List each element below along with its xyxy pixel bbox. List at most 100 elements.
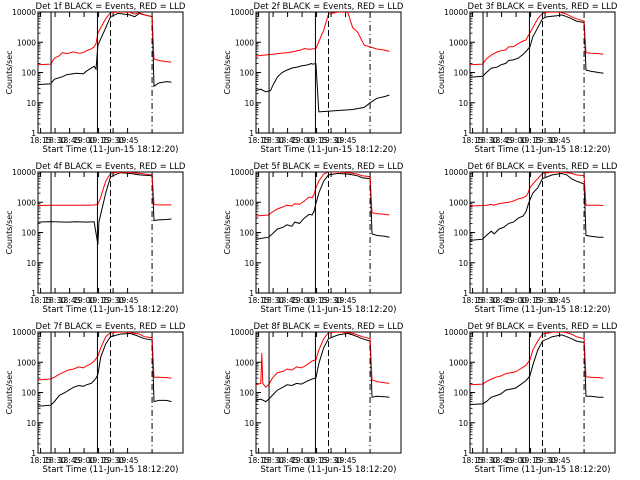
panel-title: Det 4f BLACK = Events, RED = LLD xyxy=(36,162,186,172)
y-tick-label: 10 xyxy=(244,99,254,108)
y-tick-label: 10000 xyxy=(444,168,468,177)
events-series-line xyxy=(38,332,172,407)
x-tick-label: 19:45 xyxy=(117,296,139,305)
y-tick-label: 10000 xyxy=(230,8,254,17)
events-series-line xyxy=(256,332,390,403)
y-tick-label: 1 xyxy=(463,129,468,138)
x-tick-label: 19:45 xyxy=(117,456,139,465)
x-tick-label: 18:45 xyxy=(277,136,299,145)
y-tick-label: 100 xyxy=(454,229,469,238)
y-tick-label: 10 xyxy=(244,419,254,428)
x-tick-label: 19:45 xyxy=(335,456,357,465)
x-axis-label: Start Time (11-Jun-15 18:12:20) xyxy=(261,465,397,475)
lld-series-line xyxy=(38,12,172,66)
y-tick-label: 10000 xyxy=(12,328,36,337)
y-tick-label: 10 xyxy=(26,259,36,268)
detector-panel-6: Det 6f BLACK = Events, RED = LLD 1 10 100 10… xyxy=(437,162,618,315)
panel-title: Det 8f BLACK = Events, RED = LLD xyxy=(254,322,404,332)
lld-series-line xyxy=(470,332,604,386)
events-series-line xyxy=(470,334,604,405)
events-series-line xyxy=(470,14,604,78)
y-tick-label: 1 xyxy=(31,449,36,458)
x-tick-label: 19:30 xyxy=(320,136,342,145)
x-tick-label: 18:45 xyxy=(59,296,81,305)
x-tick-label: 18:15 xyxy=(30,456,52,465)
x-tick-label: 18:45 xyxy=(277,456,299,465)
detector-panel-8: Det 8f BLACK = Events, RED = LLD 1 10 100 10… xyxy=(223,322,404,475)
x-axis-label: Start Time (11-Jun-15 18:12:20) xyxy=(475,465,611,475)
y-tick-label: 1 xyxy=(31,289,36,298)
y-tick-label: 10000 xyxy=(12,8,36,17)
x-tick-label: 19:45 xyxy=(335,296,357,305)
y-axis-label: Counts/sec xyxy=(5,50,14,94)
y-tick-label: 1000 xyxy=(235,38,254,47)
x-tick-label: 19:00 xyxy=(73,296,95,305)
x-tick-label: 18:45 xyxy=(491,296,513,305)
y-axis-label: Counts/sec xyxy=(5,370,14,414)
x-axis-label: Start Time (11-Jun-15 18:12:20) xyxy=(43,465,179,475)
y-tick-label: 10 xyxy=(458,259,468,268)
y-tick-label: 1000 xyxy=(449,38,468,47)
x-axis-label: Start Time (11-Jun-15 18:12:20) xyxy=(261,305,397,315)
lld-series-line xyxy=(256,12,390,57)
x-tick-label: 19:00 xyxy=(73,136,95,145)
y-tick-label: 1000 xyxy=(17,38,36,47)
x-axis-label: Start Time (11-Jun-15 18:12:20) xyxy=(475,145,611,155)
y-tick-label: 10000 xyxy=(230,168,254,177)
y-tick-label: 1 xyxy=(249,449,254,458)
detector-panel-3: Det 3f BLACK = Events, RED = LLD 1 10 100 10… xyxy=(437,2,618,155)
y-tick-label: 10 xyxy=(26,99,36,108)
detector-panel-5: Det 5f BLACK = Events, RED = LLD 1 10 100 10… xyxy=(223,162,404,315)
x-tick-label: 18:15 xyxy=(30,136,52,145)
y-tick-label: 10000 xyxy=(444,8,468,17)
x-tick-label: 19:30 xyxy=(320,296,342,305)
events-series-line xyxy=(256,62,390,113)
y-tick-label: 10 xyxy=(458,99,468,108)
x-tick-label: 19:00 xyxy=(291,136,313,145)
y-tick-label: 10 xyxy=(458,419,468,428)
x-tick-label: 18:30 xyxy=(262,136,284,145)
x-tick-label: 18:15 xyxy=(462,296,484,305)
detector-panel-2: Det 2f BLACK = Events, RED = LLD 1 10 100 10… xyxy=(223,2,404,155)
x-tick-label: 19:15 xyxy=(306,456,328,465)
x-tick-label: 18:30 xyxy=(476,456,498,465)
panel-title: Det 9f BLACK = Events, RED = LLD xyxy=(468,322,618,332)
y-tick-label: 100 xyxy=(454,69,469,78)
x-tick-label: 18:45 xyxy=(491,136,513,145)
x-tick-label: 19:00 xyxy=(505,456,527,465)
y-axis-label: Counts/sec xyxy=(5,210,14,254)
x-tick-label: 18:15 xyxy=(462,136,484,145)
events-series-line xyxy=(38,12,172,88)
panel-title: Det 2f BLACK = Events, RED = LLD xyxy=(254,2,404,12)
x-tick-label: 18:15 xyxy=(248,296,270,305)
x-tick-label: 18:15 xyxy=(30,296,52,305)
x-tick-label: 18:30 xyxy=(476,136,498,145)
y-tick-label: 10 xyxy=(26,419,36,428)
y-tick-label: 100 xyxy=(454,389,469,398)
x-tick-label: 19:00 xyxy=(505,296,527,305)
y-tick-label: 1000 xyxy=(17,358,36,367)
y-axis-label: Counts/sec xyxy=(223,50,232,94)
panel-title: Det 3f BLACK = Events, RED = LLD xyxy=(468,2,618,12)
x-axis-label: Start Time (11-Jun-15 18:12:20) xyxy=(43,145,179,155)
x-axis-label: Start Time (11-Jun-15 18:12:20) xyxy=(261,145,397,155)
x-tick-label: 18:15 xyxy=(248,136,270,145)
events-series-line xyxy=(38,172,172,245)
x-tick-label: 18:30 xyxy=(44,456,66,465)
detector-panel-4: Det 4f BLACK = Events, RED = LLD 1 10 100 10… xyxy=(5,162,186,315)
x-tick-label: 19:30 xyxy=(534,456,556,465)
y-tick-label: 1 xyxy=(249,289,254,298)
detector-panel-9: Det 9f BLACK = Events, RED = LLD 1 10 100 10… xyxy=(437,322,618,475)
x-tick-label: 19:30 xyxy=(534,296,556,305)
y-tick-label: 1 xyxy=(31,129,36,138)
x-tick-label: 19:00 xyxy=(73,456,95,465)
x-tick-label: 18:45 xyxy=(491,456,513,465)
x-tick-label: 19:45 xyxy=(549,456,571,465)
y-tick-label: 10000 xyxy=(444,328,468,337)
y-tick-label: 1 xyxy=(249,129,254,138)
x-tick-label: 19:15 xyxy=(306,296,328,305)
x-tick-label: 18:45 xyxy=(277,296,299,305)
lld-series-line xyxy=(38,332,172,381)
